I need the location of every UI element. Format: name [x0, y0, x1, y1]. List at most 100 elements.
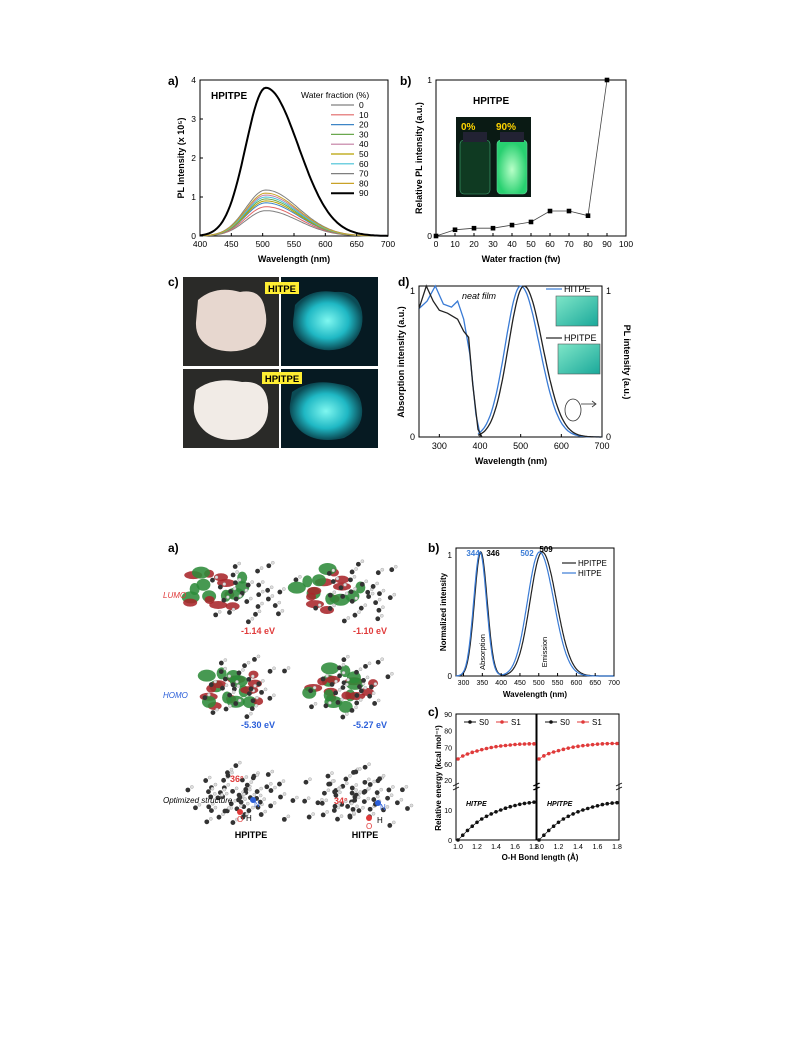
hydrogen-atom — [345, 712, 349, 716]
f2c-S0-point — [503, 806, 508, 810]
panel-b-x-ticks: 0 10 20 30 40 50 60 70 80 90 100 — [434, 233, 633, 249]
fig2-panel-b-legend: HPITPE HITPE — [562, 559, 607, 578]
b-xtick-label-50: 50 — [526, 239, 536, 249]
hpitpe-film-photo — [557, 343, 601, 375]
hydrogen-atom — [390, 671, 394, 676]
hydrogen-atom — [259, 786, 263, 791]
a-xtick-label-700: 700 — [381, 239, 395, 249]
hydrogen-atom — [249, 711, 253, 716]
orbital-lobe — [197, 669, 216, 682]
carbon-atom — [306, 814, 312, 820]
pl-curve-0 — [199, 210, 388, 237]
b-line — [435, 79, 608, 237]
hydrogen-atom — [249, 596, 253, 601]
carbon-atom — [359, 581, 365, 587]
carbon-atom — [208, 794, 214, 800]
fig2-panel-a-label: a) — [168, 541, 179, 555]
orbital-lobe — [307, 586, 322, 595]
carbon-atom — [354, 700, 360, 706]
b-xtick-label-70: 70 — [564, 239, 574, 249]
hydrogen-atom — [209, 817, 213, 821]
carbon-atom — [313, 605, 319, 611]
carbon-atom — [213, 612, 219, 618]
f2c-S0-point — [522, 801, 527, 806]
hydrogen-atom — [244, 775, 249, 779]
fig2-panel-b-xlabel: Wavelength (nm) — [503, 690, 567, 699]
orbital-lobe — [331, 593, 350, 606]
b-xtick-label-10: 10 — [450, 239, 460, 249]
legend-label-80: 80 — [359, 178, 369, 188]
hydrogen-atom — [215, 707, 219, 712]
hydrogen-atom — [358, 667, 363, 671]
hydrogen-atom — [238, 594, 242, 598]
carbon-atom — [338, 585, 344, 591]
panel-d-plot-frame — [418, 285, 603, 438]
carbon-atom — [386, 787, 392, 793]
f2b-xtick-label-400: 400 — [495, 680, 507, 687]
hydrogen-atom — [269, 782, 273, 786]
carbon-atom — [246, 808, 252, 813]
f2c-ytick-0: 0 — [448, 838, 452, 845]
carbon-atom — [203, 778, 209, 783]
carbon-atom — [228, 801, 234, 807]
carbon-atom — [353, 769, 359, 775]
carbon-atom — [354, 669, 359, 675]
hydrogen-atom — [254, 703, 259, 708]
orbital-lobe — [217, 579, 236, 588]
carbon-atom — [376, 607, 382, 613]
f2c-S0-line-HPITPE — [538, 802, 618, 841]
hydrogen-atom — [295, 795, 299, 800]
a-ytick-label-2: 2 — [191, 153, 196, 163]
hydrogen-atom — [256, 654, 261, 659]
row-label-lumo: LUMO — [163, 591, 186, 600]
f2c-S0-point — [581, 808, 585, 812]
carbon-atom — [349, 785, 355, 791]
f2c-xtick-1.8: 1.8 — [529, 844, 539, 851]
d-em-HPITPE — [477, 285, 602, 438]
hydrogen-atom — [332, 603, 336, 608]
carbon-atom — [264, 784, 270, 790]
hydrogen-atom — [367, 762, 371, 766]
carbon-atom — [223, 706, 229, 712]
orbital-lobe — [196, 578, 211, 591]
lumo-energy-hpitpe: -1.14 eV — [241, 626, 275, 636]
f2c-legend-s0: S0 — [560, 718, 570, 727]
hydrogen-atom — [349, 801, 354, 806]
hydrogen-atom — [262, 797, 266, 801]
carbon-atom — [369, 684, 374, 690]
f2c-S1-point — [503, 743, 508, 748]
hydrogen-atom — [263, 687, 268, 692]
hydrogen-atom — [210, 802, 215, 806]
hydrogen-atom — [331, 568, 336, 573]
hydrogen-atom — [280, 609, 285, 613]
f2b-xtick-label-650: 650 — [589, 680, 601, 687]
carbon-atom — [309, 704, 314, 710]
carbon-atom — [352, 612, 358, 618]
panel-a-xlabel: Wavelength (nm) — [258, 254, 330, 264]
hydrogen-atom — [286, 814, 291, 819]
carbon-atom — [405, 806, 410, 811]
f2b-ytick-1: 1 — [448, 551, 453, 560]
hydrogen-atom — [260, 589, 265, 594]
hitpe-powder-daylight — [195, 289, 267, 352]
f2b-curve-HITPE — [455, 551, 614, 677]
carbon-atom — [361, 677, 366, 683]
vial-label-90: 90% — [496, 122, 516, 133]
hydrogen-atom — [236, 684, 241, 688]
homo-energy-hitpe: -5.27 eV — [353, 720, 387, 730]
panel-d-ytick-left-0: 0 — [410, 432, 415, 442]
a-ytick-label-3: 3 — [191, 114, 196, 124]
orbital-lobe — [253, 697, 264, 706]
carbon-atom — [233, 596, 239, 602]
legend-label-40: 40 — [359, 139, 369, 149]
d-xtick-label-600: 600 — [554, 441, 569, 451]
carbon-atom — [246, 676, 252, 682]
carbon-atom — [355, 561, 361, 567]
f2c-S0-point — [600, 802, 605, 807]
band-label-absorption: Absorption — [478, 634, 487, 670]
panel-b-xlabel: Water fraction (fw) — [482, 254, 561, 264]
f2c-S0-point — [542, 833, 546, 837]
f2c-frame-HPITPE — [536, 713, 620, 841]
f2c-S0-point — [470, 824, 475, 828]
f2c-S1-point — [566, 746, 571, 750]
